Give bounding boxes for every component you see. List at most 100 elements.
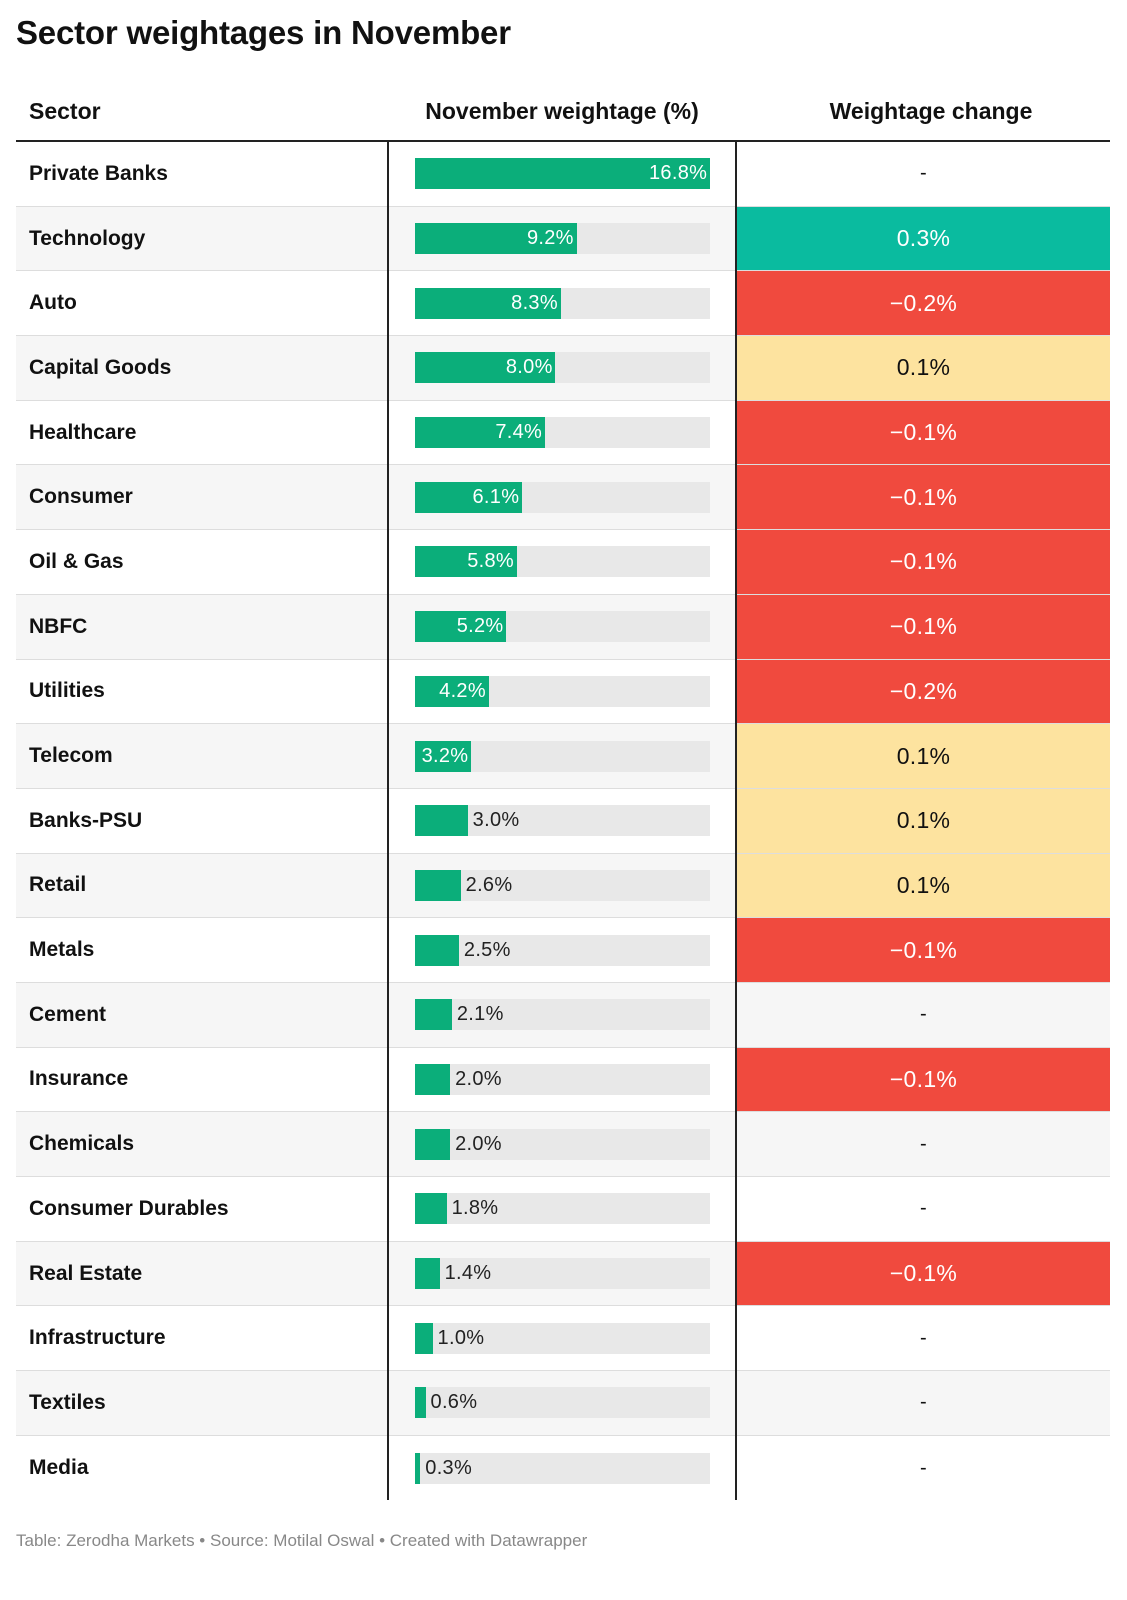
- weightage-change: -: [920, 1197, 927, 1220]
- weightage-cell: 2.5%: [389, 918, 736, 982]
- bar-track: 7.4%: [415, 417, 710, 449]
- weightage-cell: 6.1%: [389, 465, 736, 529]
- table-row: Auto 8.3% −0.2%: [16, 271, 1110, 337]
- weightage-bar: [415, 1193, 447, 1225]
- sector-name: Retail: [29, 873, 87, 897]
- weightage-bar: [415, 1128, 451, 1160]
- weightage-bar: [415, 869, 461, 901]
- weightage-cell: 8.0%: [389, 336, 736, 400]
- bar-track: 8.0%: [415, 352, 710, 384]
- weightage-cell: 5.2%: [389, 595, 736, 659]
- sector-name: Capital Goods: [29, 355, 172, 379]
- weightage-change: -: [920, 1003, 927, 1026]
- weightage-label: 9.2%: [526, 227, 574, 250]
- table-row: Cement 2.1% -: [16, 982, 1110, 1048]
- sector-name: Banks-PSU: [29, 808, 143, 832]
- weightage-cell: 0.3%: [389, 1436, 736, 1501]
- sector-name: Infrastructure: [29, 1326, 166, 1350]
- bar-track: 2.6%: [415, 869, 710, 901]
- weightage-label: 1.8%: [451, 1197, 499, 1220]
- weightage-cell: 3.0%: [389, 789, 736, 853]
- weightage-bar: [415, 287, 561, 319]
- column-header-change[interactable]: Weightage change: [829, 98, 1033, 124]
- weightage-cell: 8.3%: [389, 271, 736, 335]
- weightage-cell: 2.1%: [389, 983, 736, 1047]
- weightage-bar: [415, 546, 517, 578]
- weightage-change: 0.1%: [737, 853, 1110, 918]
- bar-track: 1.0%: [415, 1322, 710, 1354]
- weightage-change: −0.1%: [737, 1241, 1110, 1306]
- sector-name: Consumer Durables: [29, 1196, 229, 1220]
- bar-track: 0.3%: [415, 1452, 710, 1484]
- sector-name: Technology: [29, 226, 146, 250]
- bar-track: 1.8%: [415, 1193, 710, 1225]
- weightage-bar: [415, 675, 489, 707]
- weightage-change: -: [920, 1391, 927, 1414]
- weightage-change: 0.3%: [737, 206, 1110, 271]
- bar-track: 2.1%: [415, 999, 710, 1031]
- bar-track: 16.8%: [415, 158, 710, 190]
- weightage-bar: [415, 1322, 433, 1354]
- weightage-change: -: [920, 1456, 927, 1479]
- sector-name: Consumer: [29, 485, 133, 509]
- weightage-bar: [415, 805, 468, 837]
- weightage-change: -: [920, 162, 927, 185]
- weightage-bar: [415, 1258, 440, 1290]
- weightage-cell: 9.2%: [389, 207, 736, 271]
- table-row: Utilities 4.2% −0.2%: [16, 659, 1110, 725]
- sector-name: NBFC: [29, 614, 88, 638]
- bar-track: 2.0%: [415, 1063, 710, 1095]
- weightage-label: 3.0%: [472, 809, 520, 832]
- weightage-bar: [415, 999, 452, 1031]
- bar-track: 5.2%: [415, 611, 710, 643]
- weightage-bar: [415, 1387, 426, 1419]
- weightage-cell: 2.0%: [389, 1048, 736, 1112]
- table-row: Retail 2.6% 0.1%: [16, 853, 1110, 919]
- weightage-change: −0.2%: [737, 271, 1110, 336]
- sector-name: Utilities: [29, 679, 105, 703]
- weightage-label: 2.0%: [455, 1132, 502, 1155]
- table-row: Capital Goods 8.0% 0.1%: [16, 336, 1110, 401]
- weightage-label: 8.3%: [511, 291, 558, 314]
- bar-track: 8.3%: [415, 287, 710, 319]
- column-header-weightage[interactable]: November weightage (%): [425, 98, 699, 124]
- table-row: Healthcare 7.4% −0.1%: [16, 400, 1110, 466]
- weightage-change: −0.1%: [737, 465, 1110, 530]
- table-row: Oil & Gas 5.8% −0.1%: [16, 530, 1110, 595]
- sector-name: Oil & Gas: [29, 549, 124, 573]
- weightage-change: -: [920, 1132, 927, 1155]
- weightage-cell: 2.0%: [389, 1112, 736, 1176]
- sector-name: Textiles: [29, 1390, 106, 1414]
- table-row: Real Estate 1.4% −0.1%: [16, 1241, 1110, 1307]
- weightage-label: 0.3%: [425, 1456, 473, 1479]
- table-row: Infrastructure 1.0% -: [16, 1306, 1110, 1372]
- weightage-label: 2.5%: [463, 938, 511, 961]
- bar-track: 0.6%: [415, 1387, 710, 1419]
- column-divider-left: [387, 142, 389, 1500]
- weightage-change: 0.1%: [737, 724, 1110, 788]
- footer-credits: Table: Zerodha Markets • Source: Motilal…: [16, 1531, 588, 1550]
- weightage-label: 1.0%: [437, 1326, 485, 1349]
- table-row: Private Banks 16.8% -: [16, 142, 1110, 207]
- column-divider-right: [735, 142, 737, 1500]
- table-row: Consumer Durables 1.8% -: [16, 1177, 1110, 1242]
- sector-name: Cement: [29, 1002, 107, 1026]
- weightage-label: 16.8%: [649, 162, 708, 185]
- weightage-bar: [415, 481, 523, 513]
- table-row: Telecom 3.2% 0.1%: [16, 724, 1110, 789]
- table-row: Textiles 0.6% -: [16, 1371, 1110, 1436]
- chart-title: Sector weightages in November: [16, 14, 511, 51]
- weightage-bar: [415, 1452, 421, 1484]
- weightage-cell: 1.8%: [389, 1177, 736, 1241]
- column-header-sector[interactable]: Sector: [29, 98, 101, 124]
- weightage-bar: [415, 352, 556, 384]
- table-header: Sector November weightage (%) Weightage …: [16, 88, 1110, 142]
- weightage-change: -: [920, 1326, 927, 1349]
- weightage-bar: [415, 934, 459, 966]
- weightage-cell: 4.2%: [389, 660, 736, 724]
- weightage-cell: 0.6%: [389, 1371, 736, 1435]
- weightage-label: 3.2%: [421, 744, 469, 767]
- sector-name: Healthcare: [29, 420, 137, 444]
- weightage-cell: 3.2%: [389, 724, 736, 788]
- weightage-label: 8.0%: [505, 356, 553, 379]
